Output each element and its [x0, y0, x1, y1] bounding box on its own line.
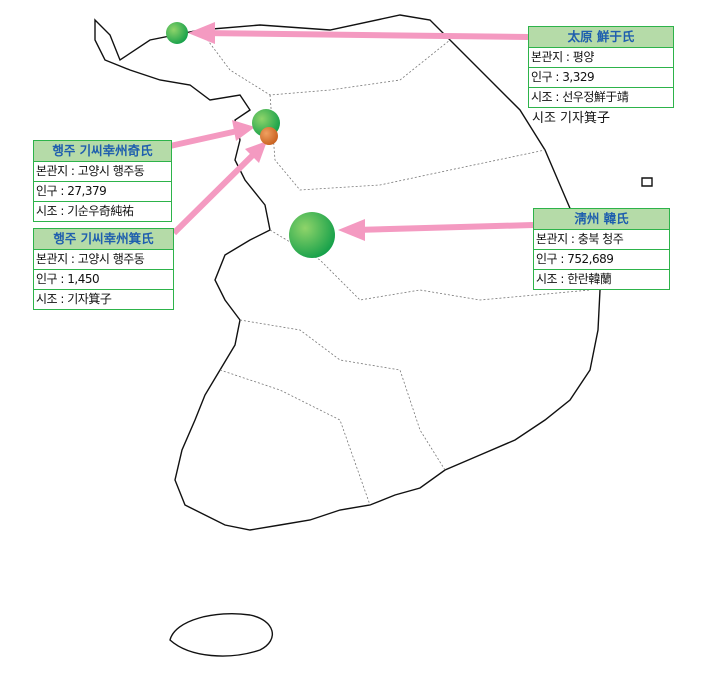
- box-population: 인구 : 27,379: [34, 182, 171, 202]
- info-box-seonu: 太原 鮮于氏 본관지 : 평양 인구 : 3,329 시조 : 선우정鮮于靖: [528, 26, 674, 108]
- arrowhead: [232, 120, 255, 141]
- box-title: 행주 기씨幸州奇氏: [34, 141, 171, 162]
- info-box-gi-1: 행주 기씨幸州奇氏 본관지 : 고양시 행주동 인구 : 27,379 시조 :…: [33, 140, 172, 222]
- arrow-han: [354, 222, 534, 233]
- arrowhead: [245, 141, 267, 163]
- box-title: 太原 鮮于氏: [529, 27, 673, 48]
- info-box-han: 淸州 韓氏 본관지 : 충북 청주 인구 : 752,689 시조 : 한란韓蘭: [533, 208, 670, 290]
- founder-note: 시조 기자箕子: [532, 111, 610, 126]
- arrowhead: [338, 219, 365, 241]
- box-founder: 시조 : 선우정鮮于靖: [531, 90, 629, 104]
- box-population: 인구 : 752,689: [534, 250, 669, 270]
- box-origin: 본관지 : 고양시 행주동: [34, 162, 171, 182]
- box-population: 인구 : 1,450: [34, 270, 173, 290]
- box-population: 인구 : 3,329: [529, 68, 673, 88]
- box-origin: 본관지 : 평양: [529, 48, 673, 68]
- marker-pyeongyang: [166, 22, 188, 44]
- box-founder: 시조 : 기순우奇純祐: [36, 204, 134, 218]
- box-origin: 본관지 : 충북 청주: [534, 230, 669, 250]
- marker-cheongju: [289, 212, 335, 258]
- marker-haengju-small: [260, 127, 278, 145]
- arrow-seonu: [199, 30, 529, 40]
- box-title: 淸州 韓氏: [534, 209, 669, 230]
- arrows: [169, 22, 534, 241]
- box-origin: 본관지 : 고양시 행주동: [34, 250, 173, 270]
- box-founder: 시조 : 한란韓蘭: [536, 272, 612, 286]
- info-box-gi-2: 행주 기씨幸州箕氏 본관지 : 고양시 행주동 인구 : 1,450 시조 : …: [33, 228, 174, 310]
- arrowhead: [188, 22, 215, 44]
- arrow-gi-1: [169, 127, 243, 149]
- box-title: 행주 기씨幸州箕氏: [34, 229, 173, 250]
- box-founder: 시조 : 기자箕子: [36, 292, 112, 306]
- arrow-gi-2: [171, 147, 261, 236]
